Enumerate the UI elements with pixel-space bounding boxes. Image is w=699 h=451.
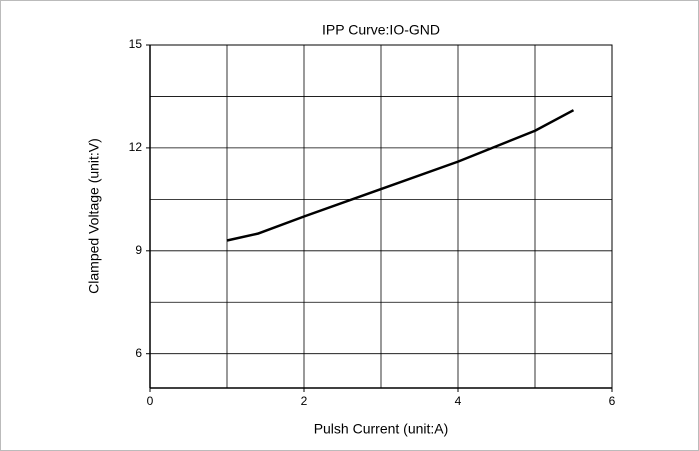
x-tick-label: 2	[301, 394, 308, 408]
y-tick-label: 12	[129, 140, 143, 154]
y-tick-label: 9	[135, 243, 142, 257]
x-tick-label: 4	[455, 394, 462, 408]
x-tick-label: 0	[147, 394, 154, 408]
x-axis-label: Pulsh Current (unit:A)	[314, 421, 449, 437]
chart-title: IPP Curve:IO-GND	[322, 22, 440, 38]
y-tick-label: 15	[129, 37, 143, 51]
data-line	[226, 109, 575, 242]
x-tick-label: 6	[609, 394, 616, 408]
y-axis-label: Clamped Voltage (unit:V)	[86, 138, 102, 294]
y-tick-label: 6	[135, 346, 142, 360]
